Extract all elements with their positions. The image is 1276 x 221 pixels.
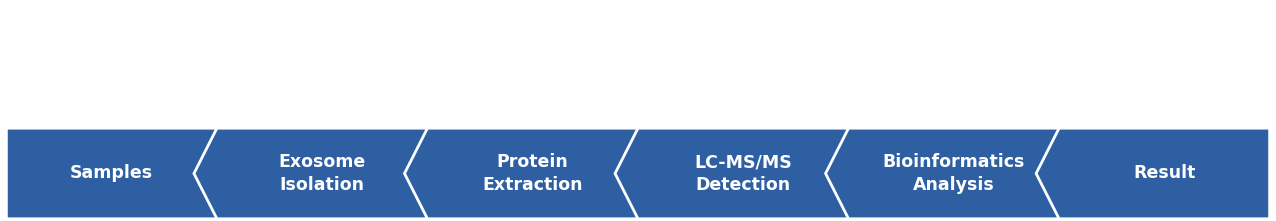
Text: Bioinformatics
Analysis: Bioinformatics Analysis: [883, 153, 1025, 194]
Polygon shape: [6, 128, 240, 219]
Text: Result: Result: [1133, 164, 1196, 183]
Polygon shape: [194, 128, 450, 219]
Text: Protein
Extraction: Protein Extraction: [482, 153, 583, 194]
Text: Exosome
Isolation: Exosome Isolation: [278, 153, 366, 194]
Polygon shape: [404, 128, 661, 219]
Text: LC-MS/MS
Detection: LC-MS/MS Detection: [694, 153, 792, 194]
Polygon shape: [826, 128, 1082, 219]
Text: Samples: Samples: [70, 164, 153, 183]
Polygon shape: [1036, 128, 1270, 219]
Polygon shape: [615, 128, 872, 219]
